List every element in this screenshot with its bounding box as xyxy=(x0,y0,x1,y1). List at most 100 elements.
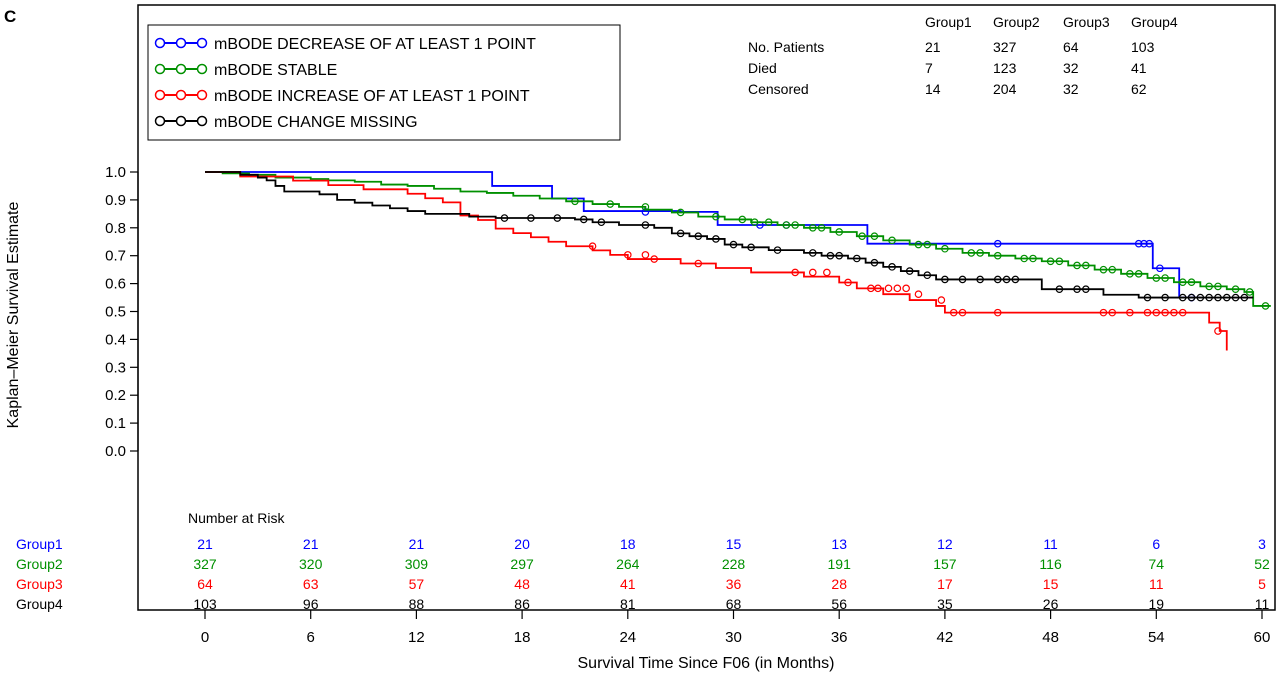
censor-marker xyxy=(884,284,893,293)
censor-marker xyxy=(1099,308,1108,317)
censor-marker xyxy=(1073,261,1081,270)
censor-marker xyxy=(1143,308,1152,317)
censor-marker xyxy=(1178,293,1187,302)
censor-marker xyxy=(993,275,1002,284)
censor-marker xyxy=(1002,275,1011,284)
risk-value: 3 xyxy=(1258,536,1266,552)
censor-marker xyxy=(773,246,782,254)
censor-marker xyxy=(874,284,882,293)
censor-marker xyxy=(823,268,831,277)
legend: mBODE DECREASE OF AT LEAST 1 POINT mBODE … xyxy=(147,24,621,141)
legend-swatch-marker xyxy=(196,37,208,49)
risk-value: 56 xyxy=(831,596,847,612)
y-axis: 0.0 0.1 0.2 0.3 0.4 0.5 0.6 0.7 0.8 0.9 1.0 xyxy=(105,164,139,460)
censor-marker xyxy=(1222,293,1231,302)
risk-value: 228 xyxy=(722,556,746,572)
risk-row-label: Group2 xyxy=(16,556,63,572)
censor-marker xyxy=(1161,274,1169,282)
censor-marker xyxy=(1152,308,1161,317)
censor-marker xyxy=(937,296,946,304)
risk-table-title: Number at Risk xyxy=(188,510,285,526)
risk-value: 74 xyxy=(1149,556,1165,572)
censor-marker xyxy=(844,278,852,287)
censor-marker xyxy=(1140,239,1148,248)
censor-marker xyxy=(1245,288,1254,296)
x-axis: 0 6 12 18 24 30 36 42 48 54 60 xyxy=(201,610,1270,646)
risk-value: 11 xyxy=(1043,536,1058,552)
censor-marker xyxy=(791,268,799,277)
x-tick-label: 12 xyxy=(408,629,425,646)
risk-value: 13 xyxy=(831,536,847,552)
legend-label: mBODE STABLE xyxy=(214,62,337,79)
risk-value: 11 xyxy=(1149,576,1164,592)
risk-value: 57 xyxy=(409,576,425,592)
risk-value: 264 xyxy=(616,556,640,572)
risk-value: 18 xyxy=(620,536,636,552)
censor-marker xyxy=(738,215,747,224)
risk-value: 26 xyxy=(1043,596,1059,612)
risk-value: 96 xyxy=(303,596,319,612)
x-tick-label: 36 xyxy=(831,629,848,646)
x-tick-label: 18 xyxy=(514,629,531,646)
censor-marker xyxy=(993,308,1002,317)
censor-marker xyxy=(1178,308,1187,317)
summary-column-header: Group2 xyxy=(993,14,1040,30)
censor-marker xyxy=(1134,239,1143,248)
y-tick-label: 0.5 xyxy=(105,304,126,321)
legend-swatch-marker xyxy=(175,63,187,75)
censor-marker xyxy=(712,212,720,221)
series-line xyxy=(205,171,1271,307)
risk-value: 20 xyxy=(514,536,530,552)
risk-value: 309 xyxy=(405,556,429,572)
legend-swatch-marker xyxy=(154,63,166,75)
x-tick-label: 42 xyxy=(937,629,954,646)
censor-marker xyxy=(993,251,1002,260)
censor-marker xyxy=(1073,285,1081,293)
risk-value: 64 xyxy=(197,576,213,592)
censor-marker xyxy=(1178,278,1187,287)
x-tick-label: 24 xyxy=(619,629,636,646)
legend-swatch-marker xyxy=(175,89,187,101)
legend-swatch-marker xyxy=(196,89,208,101)
legend-box xyxy=(147,24,621,141)
censor-marker xyxy=(527,214,535,222)
censor-marker xyxy=(867,284,875,293)
legend-swatch-marker xyxy=(175,37,187,49)
series-line xyxy=(205,171,1254,299)
summary-cell: 123 xyxy=(993,60,1017,76)
censor-marker xyxy=(1126,308,1134,317)
risk-value: 81 xyxy=(620,596,636,612)
censor-marker xyxy=(870,258,879,267)
summary-table: Group1 Group2 Group3 Group4 No. Patients 21 32… xyxy=(748,14,1178,97)
legend-item: mBODE INCREASE OF AT LEAST 1 POINT xyxy=(154,88,530,105)
risk-value: 6 xyxy=(1152,536,1160,552)
risk-value: 327 xyxy=(193,556,217,572)
risk-row-label: Group1 xyxy=(16,536,63,552)
risk-value: 191 xyxy=(828,556,852,572)
risk-row-label: Group4 xyxy=(16,596,63,612)
censor-marker xyxy=(967,249,976,257)
y-tick-label: 0.6 xyxy=(105,276,126,293)
summary-cell: 103 xyxy=(1131,39,1155,55)
x-tick-label: 0 xyxy=(201,629,209,646)
censor-marker xyxy=(1240,293,1249,302)
y-tick-label: 0.2 xyxy=(105,387,126,404)
risk-value: 21 xyxy=(409,536,425,552)
summary-cell: 14 xyxy=(925,81,941,97)
censor-marker xyxy=(1205,293,1213,302)
censor-marker xyxy=(1214,327,1222,335)
risk-value: 103 xyxy=(193,596,217,612)
censor-marker xyxy=(1214,293,1222,302)
censor-marker xyxy=(641,203,650,211)
censor-marker xyxy=(1187,278,1196,287)
risk-value: 15 xyxy=(726,536,742,552)
series-line xyxy=(205,171,1201,299)
risk-value: 86 xyxy=(514,596,530,612)
censor-marker xyxy=(729,240,738,249)
x-tick-label: 6 xyxy=(307,629,315,646)
summary-cell: 62 xyxy=(1131,81,1147,97)
legend-item: mBODE STABLE xyxy=(154,62,337,79)
series-curve xyxy=(205,171,1228,351)
censor-marker xyxy=(579,215,588,224)
risk-value: 35 xyxy=(937,596,953,612)
